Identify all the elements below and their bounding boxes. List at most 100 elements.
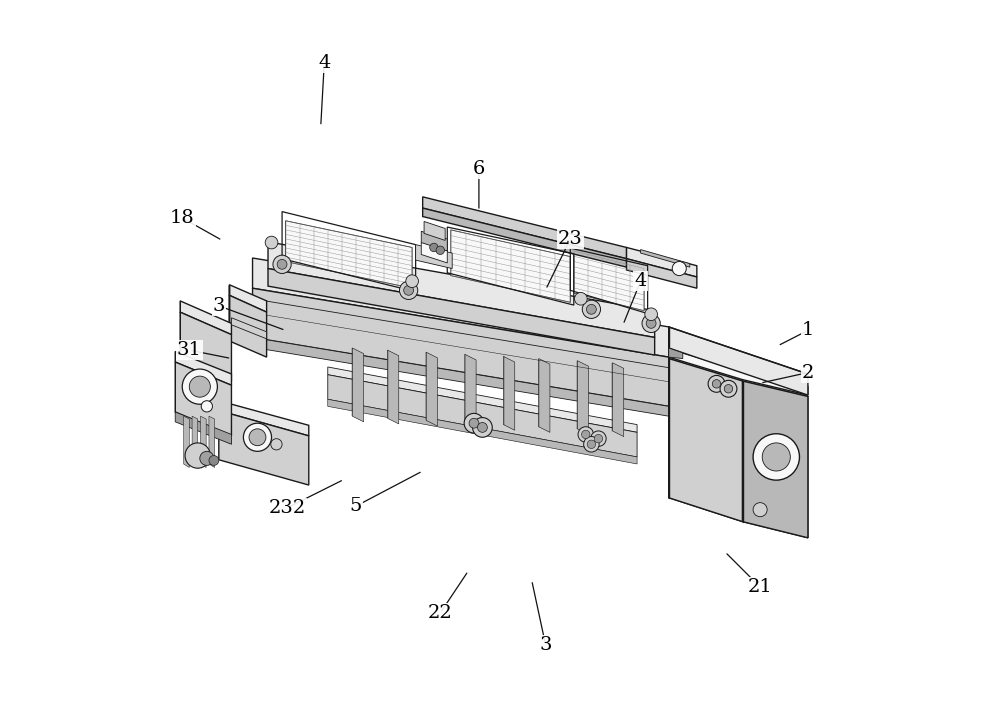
- Polygon shape: [465, 354, 476, 428]
- Polygon shape: [421, 243, 447, 263]
- Text: 6: 6: [473, 160, 485, 178]
- Polygon shape: [180, 312, 231, 381]
- Polygon shape: [423, 197, 627, 259]
- Polygon shape: [184, 416, 189, 467]
- Polygon shape: [539, 359, 550, 432]
- Circle shape: [724, 385, 733, 393]
- Text: 4: 4: [318, 54, 330, 72]
- Text: 3: 3: [213, 297, 225, 315]
- Circle shape: [404, 285, 414, 295]
- Circle shape: [469, 418, 479, 428]
- Circle shape: [273, 255, 291, 273]
- Polygon shape: [612, 363, 624, 437]
- Polygon shape: [201, 416, 206, 467]
- Polygon shape: [669, 327, 808, 395]
- Polygon shape: [219, 401, 309, 436]
- Polygon shape: [209, 416, 215, 467]
- Polygon shape: [192, 416, 198, 467]
- Polygon shape: [231, 318, 267, 339]
- Circle shape: [575, 292, 587, 305]
- Polygon shape: [577, 361, 589, 434]
- Circle shape: [586, 304, 596, 314]
- Polygon shape: [669, 359, 743, 522]
- Polygon shape: [253, 337, 669, 416]
- Polygon shape: [328, 367, 637, 432]
- Circle shape: [243, 423, 272, 451]
- Circle shape: [720, 380, 737, 397]
- Polygon shape: [175, 352, 231, 385]
- Circle shape: [399, 281, 418, 299]
- Circle shape: [271, 439, 282, 450]
- Circle shape: [642, 314, 660, 333]
- Polygon shape: [229, 295, 267, 357]
- Circle shape: [189, 376, 210, 397]
- Polygon shape: [175, 362, 231, 436]
- Circle shape: [201, 401, 212, 412]
- Polygon shape: [627, 247, 697, 277]
- Polygon shape: [175, 412, 231, 444]
- Circle shape: [430, 243, 438, 252]
- Circle shape: [582, 430, 590, 439]
- Polygon shape: [286, 221, 412, 288]
- Text: 232: 232: [269, 498, 306, 517]
- Polygon shape: [421, 231, 447, 251]
- Text: 21: 21: [748, 578, 772, 596]
- Polygon shape: [328, 399, 637, 464]
- Circle shape: [200, 451, 214, 465]
- Polygon shape: [426, 352, 437, 426]
- Circle shape: [473, 418, 492, 437]
- Polygon shape: [268, 242, 655, 337]
- Text: 22: 22: [428, 604, 453, 622]
- Circle shape: [708, 375, 725, 392]
- Polygon shape: [627, 259, 697, 288]
- Circle shape: [277, 259, 287, 269]
- Circle shape: [478, 423, 487, 432]
- Text: 2: 2: [802, 363, 814, 382]
- Circle shape: [249, 429, 266, 446]
- Circle shape: [209, 456, 219, 465]
- Circle shape: [436, 246, 444, 254]
- Text: 4: 4: [634, 272, 647, 290]
- Polygon shape: [388, 350, 399, 424]
- Polygon shape: [423, 208, 627, 267]
- Circle shape: [712, 380, 721, 388]
- Circle shape: [672, 262, 686, 276]
- Polygon shape: [253, 258, 669, 357]
- Text: 3: 3: [539, 636, 552, 654]
- Text: 18: 18: [170, 209, 195, 227]
- Circle shape: [753, 503, 767, 517]
- Polygon shape: [253, 288, 669, 406]
- Polygon shape: [268, 269, 655, 355]
- Polygon shape: [180, 301, 231, 335]
- Text: 5: 5: [350, 497, 362, 515]
- Polygon shape: [328, 375, 637, 457]
- Polygon shape: [641, 250, 690, 267]
- Circle shape: [645, 308, 657, 321]
- Polygon shape: [424, 221, 445, 240]
- Text: 23: 23: [558, 230, 583, 248]
- Circle shape: [582, 300, 601, 318]
- Polygon shape: [669, 348, 683, 359]
- Circle shape: [464, 413, 484, 433]
- Circle shape: [185, 443, 210, 468]
- Circle shape: [591, 431, 606, 446]
- Circle shape: [753, 434, 799, 480]
- Circle shape: [578, 427, 593, 442]
- Circle shape: [182, 369, 217, 404]
- Polygon shape: [451, 230, 570, 302]
- Polygon shape: [743, 381, 808, 538]
- Circle shape: [587, 440, 596, 449]
- Polygon shape: [229, 285, 267, 312]
- Polygon shape: [416, 245, 452, 269]
- Polygon shape: [352, 348, 364, 422]
- Polygon shape: [574, 251, 644, 311]
- Circle shape: [646, 318, 656, 328]
- Polygon shape: [669, 349, 808, 395]
- Polygon shape: [504, 356, 515, 430]
- Circle shape: [406, 275, 418, 288]
- Circle shape: [584, 437, 599, 452]
- Circle shape: [265, 236, 278, 249]
- Polygon shape: [219, 411, 309, 485]
- Polygon shape: [669, 359, 808, 538]
- Circle shape: [762, 443, 790, 471]
